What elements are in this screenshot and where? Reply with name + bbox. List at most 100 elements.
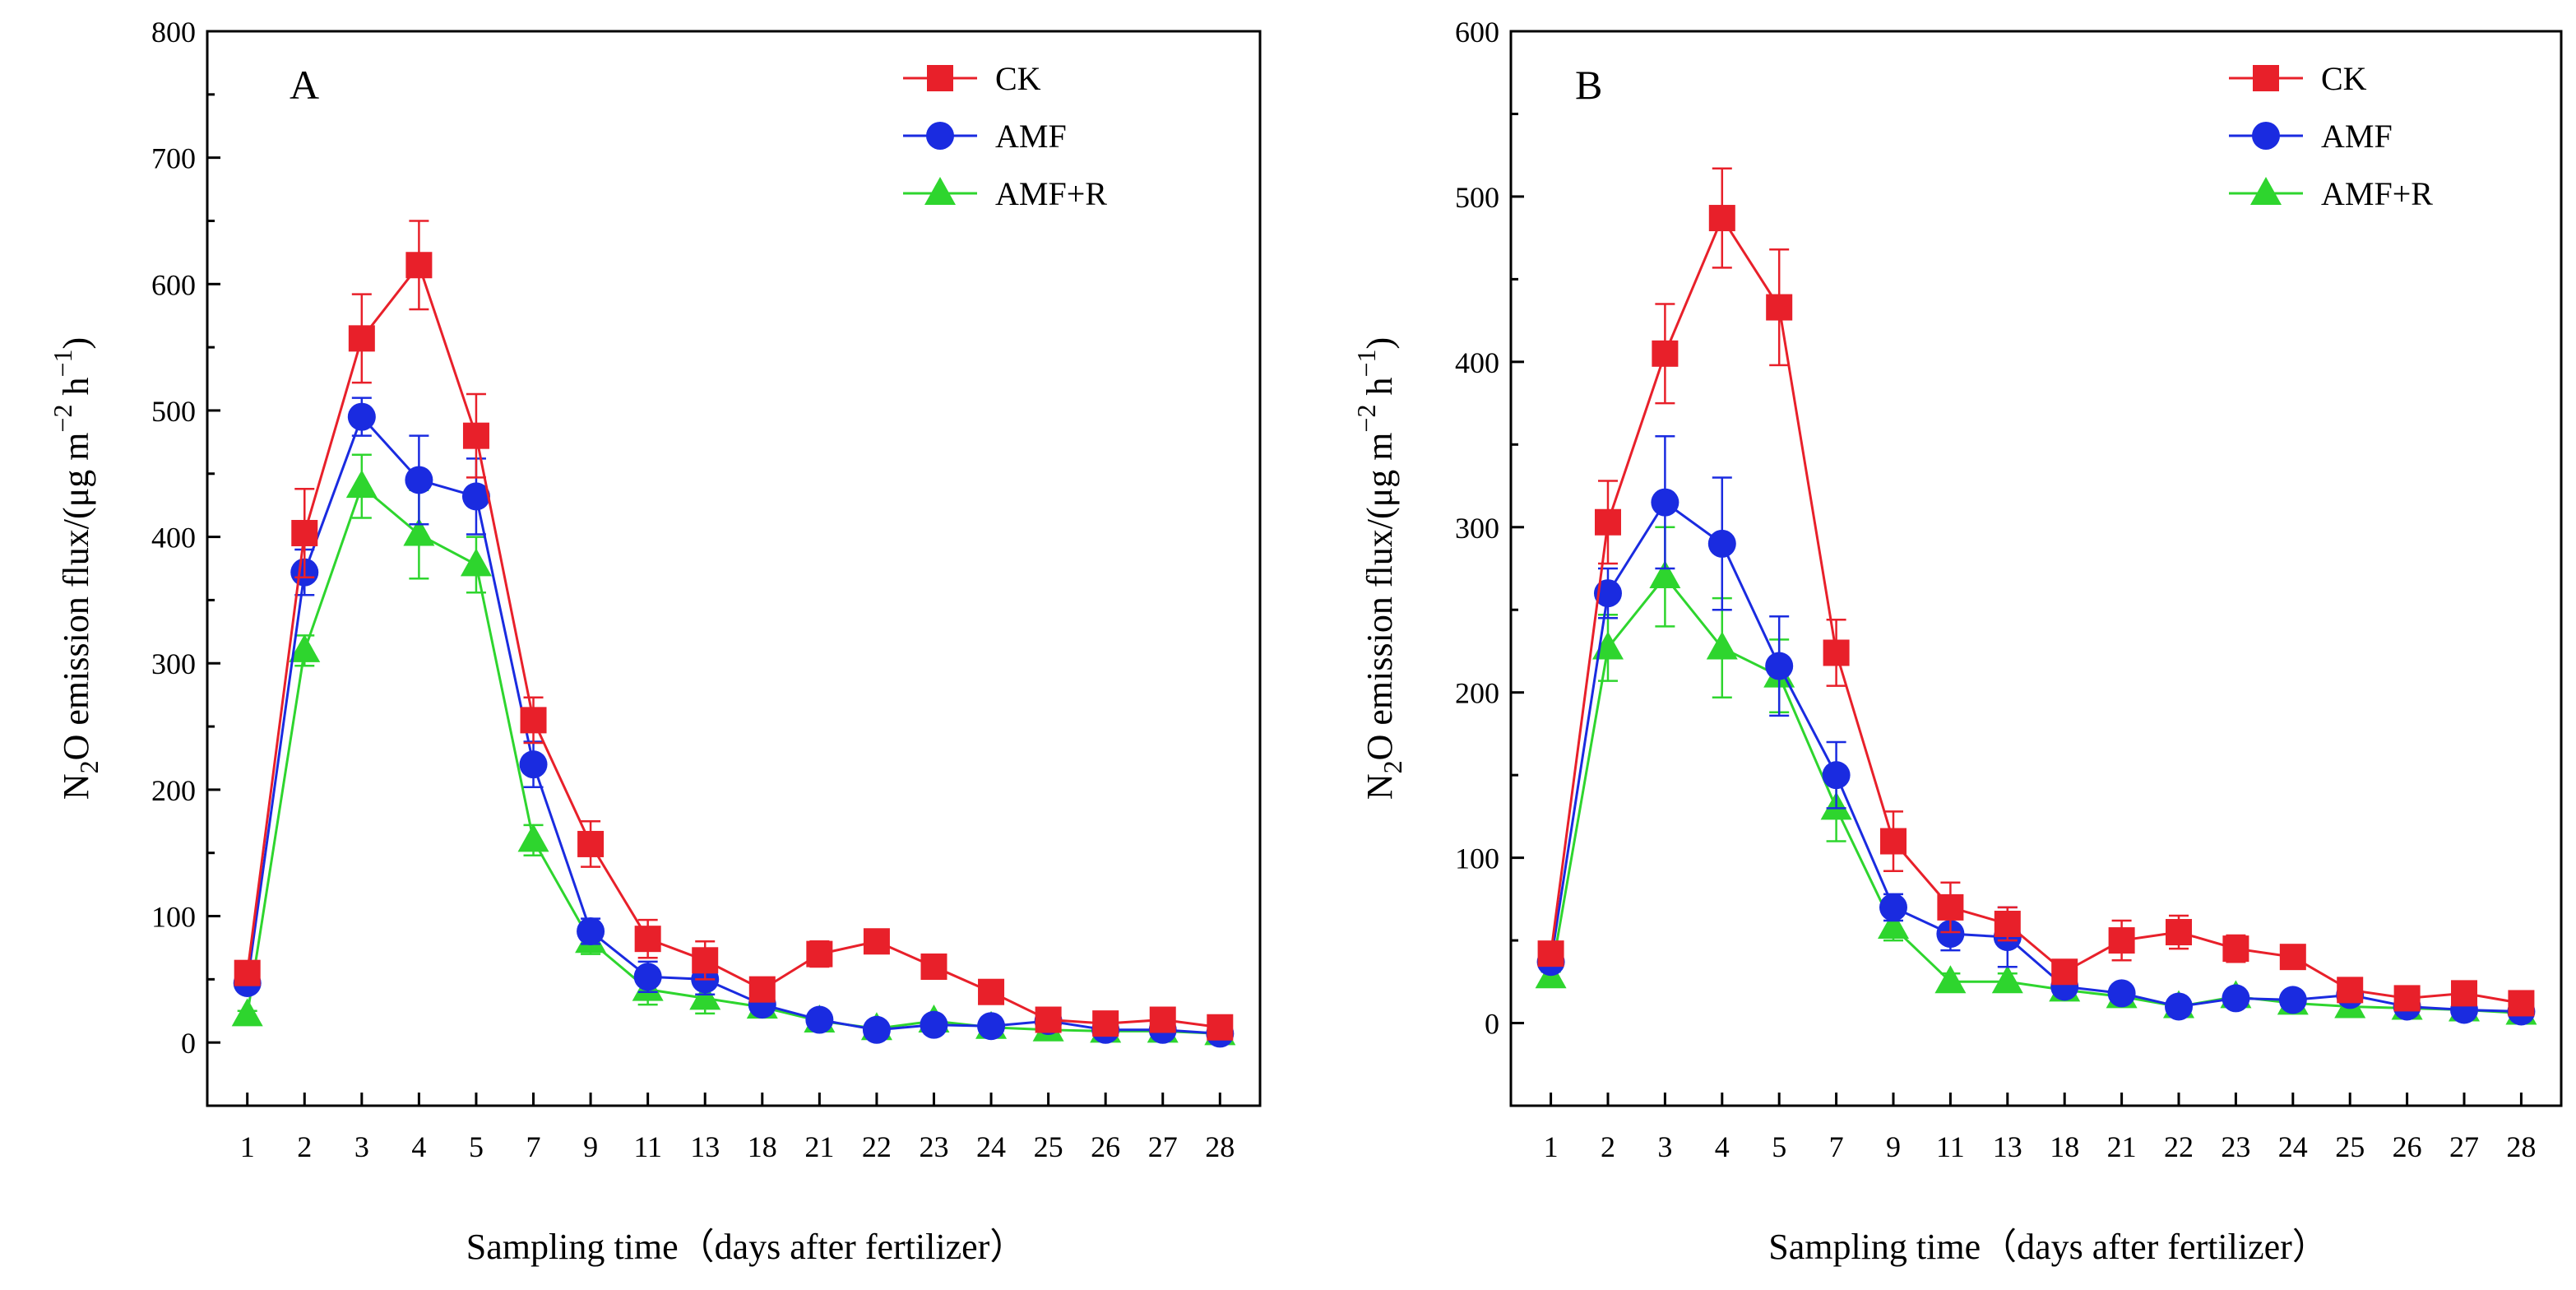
y-tick-label: 700 [151,142,196,175]
data-point [231,998,263,1027]
data-point [405,466,433,494]
data-point [1706,631,1738,660]
data-point [2337,977,2364,1004]
data-point [2051,958,2078,986]
data-point [806,940,833,968]
data-point [1651,488,1679,517]
y-axis-title-part: −1 [48,349,77,377]
data-point [291,519,318,546]
x-axis-title: Sampling time（days after fertilizer） [466,1227,1026,1267]
y-tick-label: 0 [1485,1008,1499,1041]
data-point [519,750,548,779]
plot-frame [1509,30,2563,1107]
legend-label: AMF+R [995,175,1107,212]
data-point [1934,965,1967,994]
y-axis-title-part: 2 [74,760,104,773]
x-tick-label: 4 [411,1130,426,1163]
y-tick-label: 200 [1455,677,1499,710]
y-tick-label: 600 [1455,16,1499,49]
data-point [2222,935,2249,963]
data-point [1591,631,1624,660]
y-axis-title-part: N [1360,773,1400,800]
data-point [348,325,375,352]
data-point [977,1012,1006,1041]
data-point [2278,986,2307,1014]
data-point [347,402,376,431]
legend-marker [924,177,956,205]
y-axis-title: N2O emission flux/(μg m−2 h−1) [48,337,104,800]
y-tick-label: 100 [1455,842,1499,875]
x-tick-label: 13 [1993,1130,2022,1163]
x-tick-label: 28 [2506,1130,2536,1163]
x-tick-label: 11 [1936,1130,1965,1163]
data-point [2165,992,2194,1021]
data-point [633,963,662,991]
data-point [920,1010,948,1039]
legend: CK AMF AMF+R [2229,60,2433,212]
y-axis-title-part: ) [1360,337,1400,350]
data-point [1765,652,1794,680]
x-tick-label: 13 [690,1130,720,1163]
data-point [689,981,721,1010]
x-tick-label: 11 [633,1130,662,1163]
data-point [634,926,661,953]
series-line [1550,574,2522,1014]
y-tick-label: 500 [1455,181,1499,214]
x-tick-label: 25 [2335,1130,2365,1163]
series-amf-r [231,453,1236,1046]
legend-marker [2252,122,2280,150]
legend-label: AMF+R [2321,175,2433,212]
x-tick-label: 23 [2221,1130,2250,1163]
data-point [1537,940,1564,968]
data-point [1593,579,1622,608]
x-tick-label: 9 [583,1130,598,1163]
x-tick-label: 5 [469,1130,484,1163]
data-point [1707,529,1736,558]
data-point [863,928,890,955]
y-axis-title-part: ) [56,337,96,350]
data-point [403,517,435,546]
y-tick-label: 400 [151,522,196,555]
x-tick-label: 7 [526,1130,541,1163]
legend-label: CK [995,60,1041,97]
y-tick-label: 100 [151,901,196,934]
x-tick-label: 2 [297,1130,312,1163]
x-tick-label: 21 [2107,1130,2137,1163]
data-point [1092,1010,1119,1037]
data-point [1877,911,1909,940]
data-point [748,976,776,1003]
legend-marker [927,65,953,91]
x-tick-label: 23 [919,1130,948,1163]
y-axis-title-part: O emission flux/(μg m [1360,433,1400,761]
y-tick-label: 600 [151,268,196,301]
series-amf [1536,435,2536,1026]
data-point [978,978,1005,1005]
y-axis-title-part: −2 [1351,405,1381,433]
data-point [2508,990,2535,1017]
x-tick-label: 21 [804,1130,834,1163]
y-tick-label: 300 [151,647,196,680]
y-axis-title-part: 2 [1378,760,1407,773]
data-point [345,470,378,499]
data-point [460,548,492,577]
x-tick-label: 24 [2278,1130,2308,1163]
x-tick-label: 22 [2164,1130,2194,1163]
data-point [1207,1014,1234,1041]
x-tick-label: 26 [1091,1130,1120,1163]
data-point [405,252,433,279]
y-axis-title-part: O emission flux/(μg m [56,433,96,761]
data-point [1879,893,1907,921]
x-tick-label: 18 [748,1130,777,1163]
x-tick-label: 7 [1829,1130,1844,1163]
x-tick-label: 27 [1148,1130,1178,1163]
data-point [1652,340,1679,367]
series-line [246,262,1221,1029]
data-point [920,953,947,980]
data-point [1822,761,1851,790]
data-point [862,1015,891,1044]
series-line [246,484,1221,1035]
x-tick-label: 1 [240,1130,255,1163]
